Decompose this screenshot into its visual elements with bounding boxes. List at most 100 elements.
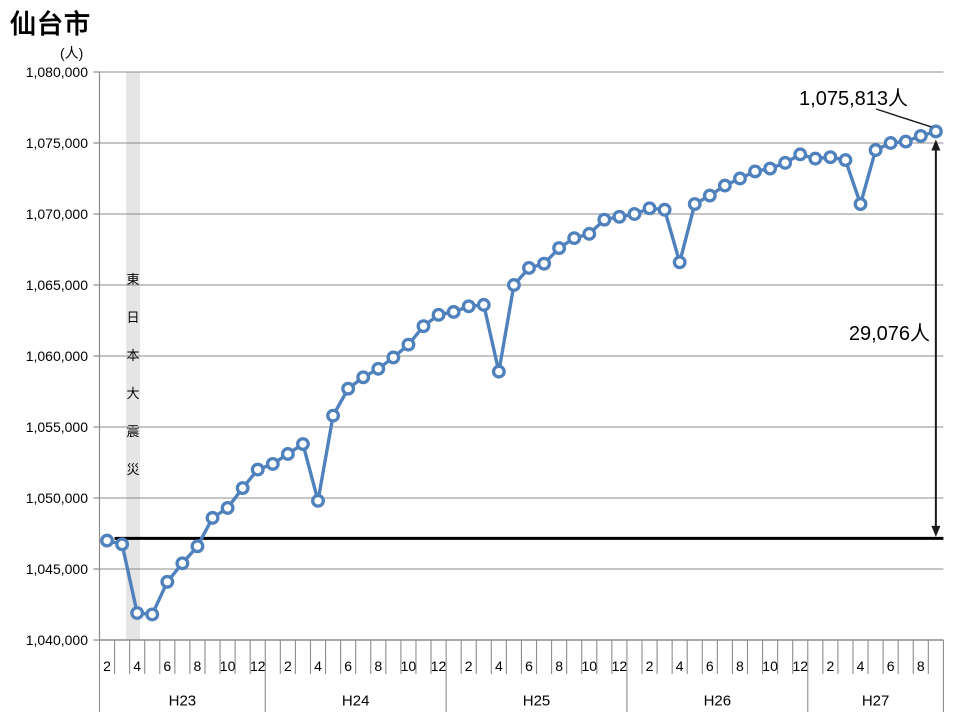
data-point-marker [145, 607, 160, 622]
month-tick-label: 10 [220, 658, 236, 674]
data-point-marker [702, 188, 717, 203]
month-tick-label: 10 [581, 658, 597, 674]
month-tick-label: 12 [431, 658, 447, 674]
y-axis-tick-label: 1,060,000 [26, 348, 88, 364]
month-tick-label: 8 [194, 658, 202, 674]
y-axis-tick-label: 1,065,000 [26, 277, 88, 293]
earthquake-event-label-char: 大 [127, 386, 140, 401]
data-point-marker [582, 226, 597, 241]
y-axis-tick-label: 1,080,000 [26, 64, 88, 80]
data-point-marker [808, 151, 823, 166]
data-point-marker [100, 533, 114, 548]
month-tick-label: 2 [646, 658, 654, 674]
year-label: H27 [862, 692, 890, 709]
data-point-marker [642, 201, 657, 216]
y-axis-tick-label: 1,040,000 [26, 632, 88, 648]
y-axis-tick-label: 1,050,000 [26, 490, 88, 506]
difference-annotation: 29,076人 [848, 323, 930, 345]
data-point-marker [913, 128, 928, 143]
earthquake-event-label-char: 震 [127, 424, 140, 439]
arrowhead-up-icon [931, 139, 941, 151]
data-point-marker [265, 456, 280, 471]
month-tick-label: 4 [133, 658, 141, 674]
data-point-marker [461, 299, 476, 314]
year-label: H23 [169, 692, 197, 709]
data-point-marker [883, 136, 898, 150]
month-tick-label: 12 [612, 658, 628, 674]
month-tick-label: 12 [792, 658, 808, 674]
data-point-marker [522, 261, 536, 275]
data-point-marker [627, 207, 642, 221]
y-axis-tick-label: 1,055,000 [26, 419, 88, 435]
data-point-marker [717, 178, 732, 193]
earthquake-event-label-char: 東 [127, 272, 140, 287]
data-point-marker [220, 500, 235, 515]
month-tick-label: 6 [525, 658, 533, 674]
data-point-marker [311, 493, 325, 508]
earthquake-event-label-char: 災 [127, 462, 140, 477]
month-tick-label: 6 [163, 658, 171, 674]
data-point-marker [748, 164, 762, 179]
data-point-marker [280, 447, 295, 461]
data-point-marker [160, 574, 175, 589]
month-tick-label: 2 [826, 658, 834, 674]
data-point-marker [416, 319, 431, 334]
data-point-marker [356, 370, 371, 385]
y-axis-tick-label: 1,070,000 [26, 206, 88, 222]
data-point-marker [115, 537, 130, 552]
data-point-marker [250, 462, 265, 477]
month-tick-label: 4 [314, 658, 322, 674]
data-point-marker [793, 147, 808, 162]
month-tick-label: 6 [706, 658, 714, 674]
annotation-leader-line [875, 108, 932, 128]
year-label: H26 [704, 692, 732, 709]
month-tick-label: 2 [284, 658, 292, 674]
data-point-marker [552, 241, 567, 256]
chart-title: 仙台市 [10, 9, 92, 39]
data-point-marker [446, 305, 461, 319]
month-tick-label: 2 [103, 658, 111, 674]
data-point-marker [868, 143, 883, 158]
data-point-marker [928, 124, 943, 139]
data-point-marker [326, 408, 341, 423]
data-point-marker [733, 171, 747, 186]
month-tick-label: 6 [887, 658, 895, 674]
year-label: H24 [342, 692, 370, 709]
data-point-marker [612, 209, 627, 224]
month-tick-label: 8 [736, 658, 744, 674]
data-point-marker [506, 278, 521, 292]
data-point-marker [898, 134, 913, 149]
month-tick-label: 10 [762, 658, 778, 674]
data-point-marker [235, 481, 250, 496]
data-point-marker [130, 606, 145, 620]
earthquake-event-label-char: 日 [127, 310, 140, 325]
data-point-marker [687, 197, 702, 212]
month-tick-label: 4 [495, 658, 503, 674]
month-tick-label: 2 [465, 658, 473, 674]
data-point-marker [386, 350, 401, 365]
arrowhead-down-icon [931, 525, 941, 537]
y-axis-tick-label: 1,075,000 [26, 135, 88, 151]
data-point-marker [491, 364, 506, 379]
data-point-marker [537, 256, 552, 271]
data-point-marker [371, 361, 386, 376]
data-point-marker [567, 231, 582, 246]
data-point-marker [295, 437, 310, 451]
data-point-marker [431, 307, 446, 322]
year-label: H25 [523, 692, 551, 709]
month-tick-label: 8 [917, 658, 925, 674]
data-point-marker [190, 539, 205, 554]
data-point-marker [838, 153, 853, 167]
month-tick-label: 10 [401, 658, 417, 674]
data-point-marker [657, 202, 672, 217]
month-tick-label: 4 [857, 658, 865, 674]
data-point-marker [823, 150, 838, 165]
data-point-marker [763, 161, 778, 176]
data-point-marker [672, 255, 687, 270]
data-point-marker [597, 212, 612, 227]
month-tick-label: 6 [344, 658, 352, 674]
month-tick-label: 12 [250, 658, 266, 674]
data-point-marker [341, 381, 356, 396]
data-point-marker [778, 155, 793, 170]
